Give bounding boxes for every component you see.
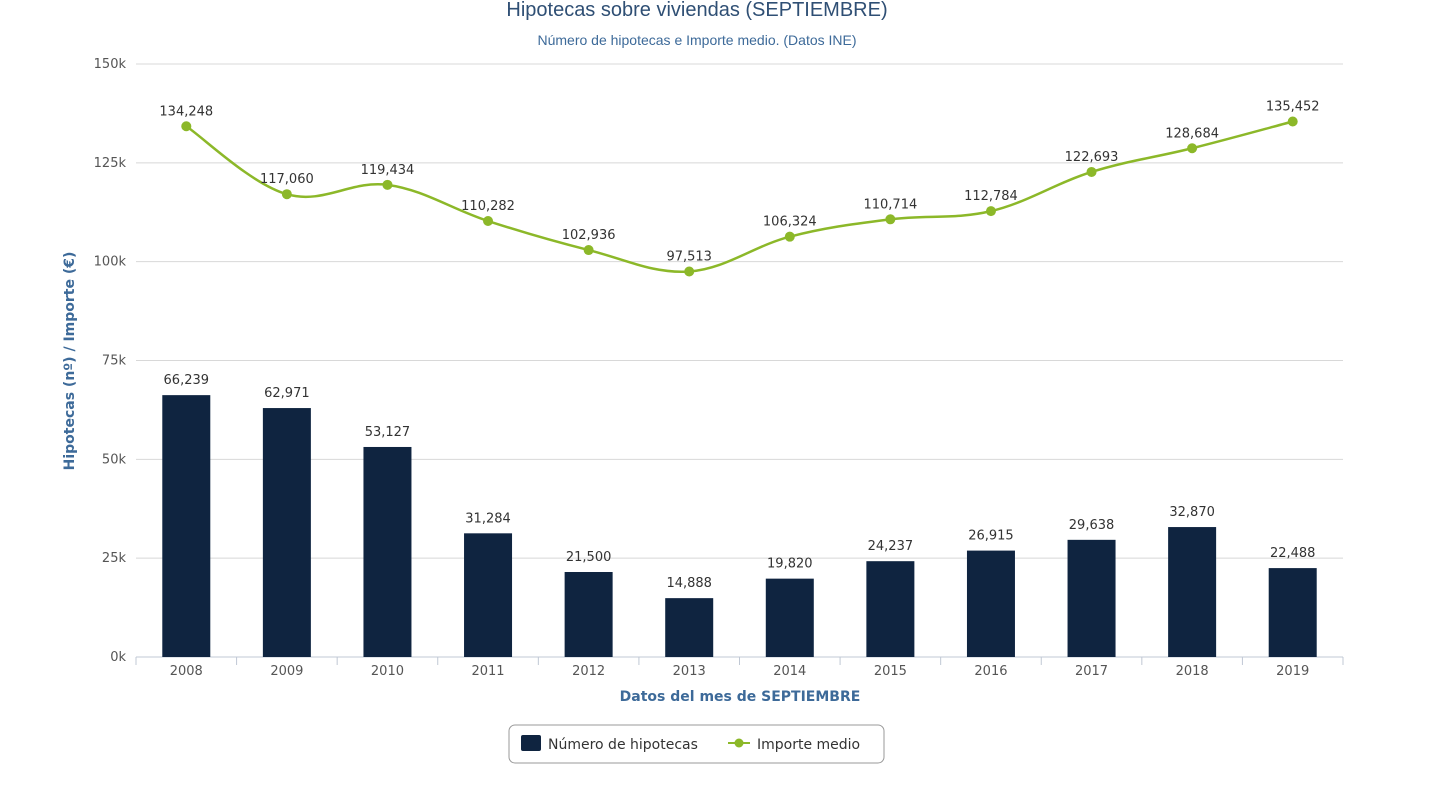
y-axis-title: Hipotecas (nº) / Importe (€) [62,252,78,471]
bar [665,598,714,657]
line-point [985,206,996,217]
x-tick-label: 2017 [1075,664,1108,679]
line-data-label: 122,693 [1065,150,1119,165]
line-point [1287,116,1298,127]
x-axis-title: Datos del mes de SEPTIEMBRE [620,689,861,705]
y-tick-label: 125k [94,156,127,171]
x-tick-label: 2012 [572,664,605,679]
grid-lines [136,63,1343,559]
y-tick-label: 100k [94,255,127,270]
legend-label-importe: Importe medio [757,737,860,753]
y-tick-label: 50k [102,452,127,467]
bar-data-label: 24,237 [868,539,914,554]
legend-box [508,724,885,764]
legend-swatch-bar [521,735,541,751]
y-tick-label: 0k [110,650,126,665]
bar-data-label: 21,500 [566,550,612,565]
line-data-label: 117,060 [260,172,314,187]
x-tick-label: 2016 [974,664,1007,679]
bar-data-label: 66,239 [164,373,210,388]
line-point [483,216,494,227]
line-point [684,266,695,277]
bar [363,446,412,657]
line-data-label: 112,784 [964,189,1018,204]
line-point [281,189,292,200]
bar-data-label: 29,638 [1069,518,1115,533]
bar-series-hipotecas [162,395,1317,657]
bar-data-label: 22,488 [1270,546,1316,561]
legend-item-importe[interactable]: Importe medio [728,737,860,753]
line-point [382,179,393,190]
bar [162,395,211,657]
bar-data-label: 62,971 [264,386,310,401]
y-tick-label: 75k [102,354,127,369]
y-tick-label: 150k [94,57,127,72]
importe-line [185,120,1294,273]
legend: Número de hipotecas Importe medio [508,724,885,764]
chart-subtitle: Número de hipotecas e Importe medio. (Da… [537,32,856,48]
bar [765,578,814,657]
bar [262,408,311,657]
line-data-label: 135,452 [1266,100,1320,115]
y-axis-ticks: 0k 25k 50k 75k 100k 125k 150k [94,57,127,665]
x-axis: 2008 2009 2010 2011 2012 2013 2014 2015 2016 2017… [135,656,1344,679]
x-tick-label: 2019 [1276,664,1309,679]
chart-title: Hipotecas sobre viviendas (SEPTIEMBRE) [506,0,887,21]
line-data-label: 110,282 [461,199,515,214]
legend-label-hipotecas: Número de hipotecas [548,737,698,753]
x-tick-label: 2018 [1176,664,1209,679]
bar-data-label: 32,870 [1169,505,1215,520]
bar-data-label: 26,915 [968,529,1014,544]
bar-data-label: 19,820 [767,557,813,572]
line-point [784,231,795,242]
bar [1268,568,1317,657]
line-series-importe [181,116,1298,277]
line-point [885,214,896,225]
x-tick-label: 2011 [471,664,504,679]
line-point [1086,166,1097,177]
bar [1067,539,1116,657]
line-point [1187,143,1198,154]
y-tick-label: 25k [102,551,127,566]
x-tick-label: 2015 [874,664,907,679]
legend-swatch-marker [734,738,744,748]
line-data-label: 134,248 [159,104,213,119]
x-tick-label: 2010 [371,664,404,679]
x-tick-label: 2013 [673,664,706,679]
bar-data-label: 31,284 [465,511,511,526]
x-tick-label: 2008 [170,664,203,679]
bar [564,572,613,657]
bar-data-label: 53,127 [365,425,411,440]
line-data-label: 102,936 [562,228,616,243]
bar [464,533,513,657]
bar [1168,527,1217,657]
bar [966,550,1015,657]
x-tick-label: 2014 [773,664,806,679]
line-data-label: 97,513 [666,249,712,264]
data-labels: 66,239 62,971 53,127 31,284 21,500 14,888 19,8… [159,100,1319,592]
bar-data-label: 14,888 [666,576,712,591]
legend-item-hipotecas[interactable]: Número de hipotecas [521,735,698,753]
line-data-label: 128,684 [1165,126,1219,141]
line-data-label: 106,324 [763,215,817,230]
line-point [181,121,192,132]
line-data-label: 119,434 [361,163,415,178]
bar [866,561,915,657]
line-point [583,245,594,256]
x-tick-label: 2009 [270,664,303,679]
line-data-label: 110,714 [863,197,917,212]
